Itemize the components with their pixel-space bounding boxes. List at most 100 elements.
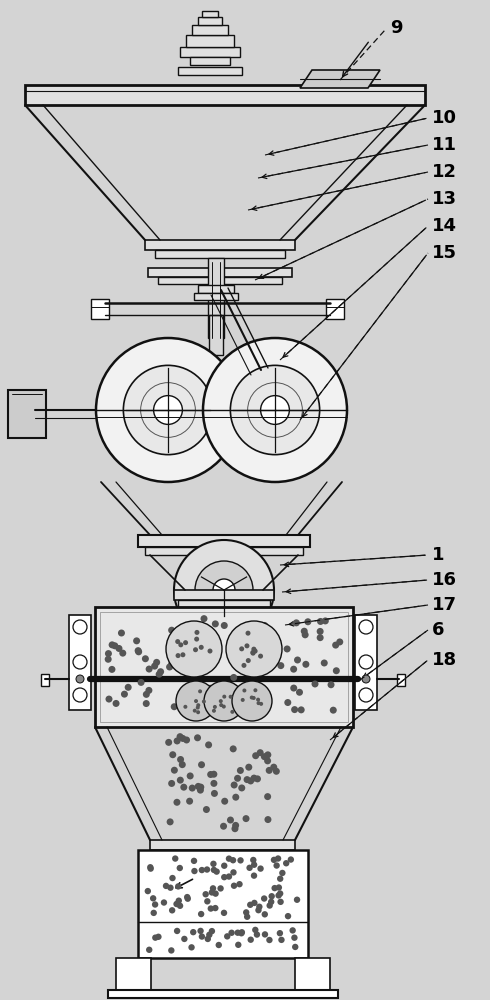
Circle shape — [183, 640, 188, 645]
Circle shape — [293, 619, 300, 626]
Bar — [138, 850, 308, 958]
Circle shape — [199, 645, 204, 650]
Circle shape — [208, 690, 215, 697]
Bar — [8, 390, 46, 438]
Circle shape — [194, 637, 199, 642]
Circle shape — [188, 944, 195, 951]
Circle shape — [173, 737, 181, 744]
Circle shape — [168, 627, 175, 634]
Circle shape — [109, 641, 116, 648]
Bar — [148, 268, 292, 277]
Circle shape — [191, 868, 197, 874]
Circle shape — [118, 630, 125, 637]
Circle shape — [362, 675, 370, 683]
Circle shape — [180, 784, 187, 791]
Bar — [95, 607, 353, 727]
Circle shape — [273, 768, 280, 775]
Circle shape — [210, 885, 216, 892]
Circle shape — [285, 913, 291, 919]
Circle shape — [236, 881, 243, 887]
Circle shape — [262, 931, 268, 938]
Circle shape — [283, 860, 290, 866]
Bar — [178, 600, 270, 607]
Text: 15: 15 — [432, 244, 457, 262]
Circle shape — [245, 631, 250, 636]
Circle shape — [277, 930, 283, 936]
Circle shape — [212, 620, 219, 627]
Circle shape — [238, 784, 245, 791]
Circle shape — [195, 561, 253, 619]
Circle shape — [279, 870, 286, 876]
Circle shape — [336, 638, 343, 645]
Circle shape — [188, 656, 195, 663]
Circle shape — [212, 709, 216, 713]
Circle shape — [290, 666, 297, 673]
Circle shape — [231, 782, 238, 789]
Circle shape — [175, 653, 180, 658]
Circle shape — [252, 666, 259, 673]
Circle shape — [238, 642, 245, 649]
Circle shape — [205, 741, 212, 748]
Circle shape — [179, 735, 186, 742]
Circle shape — [169, 751, 176, 758]
Circle shape — [244, 776, 250, 783]
Circle shape — [105, 656, 112, 663]
Bar — [202, 11, 218, 17]
Bar — [198, 285, 234, 293]
Circle shape — [116, 645, 122, 652]
Circle shape — [271, 857, 277, 863]
Circle shape — [209, 889, 215, 896]
Circle shape — [218, 885, 224, 892]
Circle shape — [203, 338, 347, 482]
Circle shape — [261, 622, 268, 629]
Circle shape — [168, 661, 175, 668]
Circle shape — [243, 688, 246, 692]
Circle shape — [119, 650, 126, 657]
Circle shape — [138, 679, 145, 686]
Circle shape — [197, 928, 204, 934]
Circle shape — [250, 651, 255, 656]
Circle shape — [226, 688, 233, 695]
Text: 11: 11 — [432, 136, 457, 154]
Circle shape — [221, 863, 227, 869]
Circle shape — [202, 891, 209, 897]
Circle shape — [206, 932, 213, 938]
Circle shape — [193, 647, 198, 652]
Circle shape — [230, 745, 237, 752]
Circle shape — [198, 911, 204, 917]
Circle shape — [176, 733, 184, 740]
Circle shape — [213, 705, 217, 709]
Circle shape — [226, 873, 232, 880]
Circle shape — [294, 897, 300, 903]
Circle shape — [174, 928, 180, 934]
Bar — [91, 299, 109, 319]
Circle shape — [147, 864, 153, 870]
Circle shape — [207, 649, 213, 654]
Circle shape — [242, 638, 249, 645]
Bar — [116, 958, 151, 990]
Circle shape — [317, 618, 324, 625]
Circle shape — [290, 685, 297, 692]
Circle shape — [273, 862, 280, 869]
Circle shape — [261, 753, 268, 760]
Circle shape — [321, 659, 328, 666]
Circle shape — [232, 631, 239, 638]
Circle shape — [189, 696, 196, 703]
Bar — [208, 258, 224, 338]
Circle shape — [359, 688, 373, 702]
Text: 6: 6 — [432, 621, 444, 639]
Circle shape — [264, 793, 271, 800]
Circle shape — [121, 691, 128, 698]
Circle shape — [243, 909, 249, 916]
Circle shape — [226, 621, 282, 677]
Circle shape — [219, 703, 223, 707]
Circle shape — [204, 681, 244, 721]
Circle shape — [212, 890, 219, 897]
Circle shape — [183, 736, 190, 743]
Circle shape — [229, 695, 233, 699]
Circle shape — [204, 898, 211, 905]
Circle shape — [123, 365, 213, 455]
Circle shape — [172, 855, 178, 862]
Circle shape — [330, 707, 337, 714]
Circle shape — [232, 681, 272, 721]
